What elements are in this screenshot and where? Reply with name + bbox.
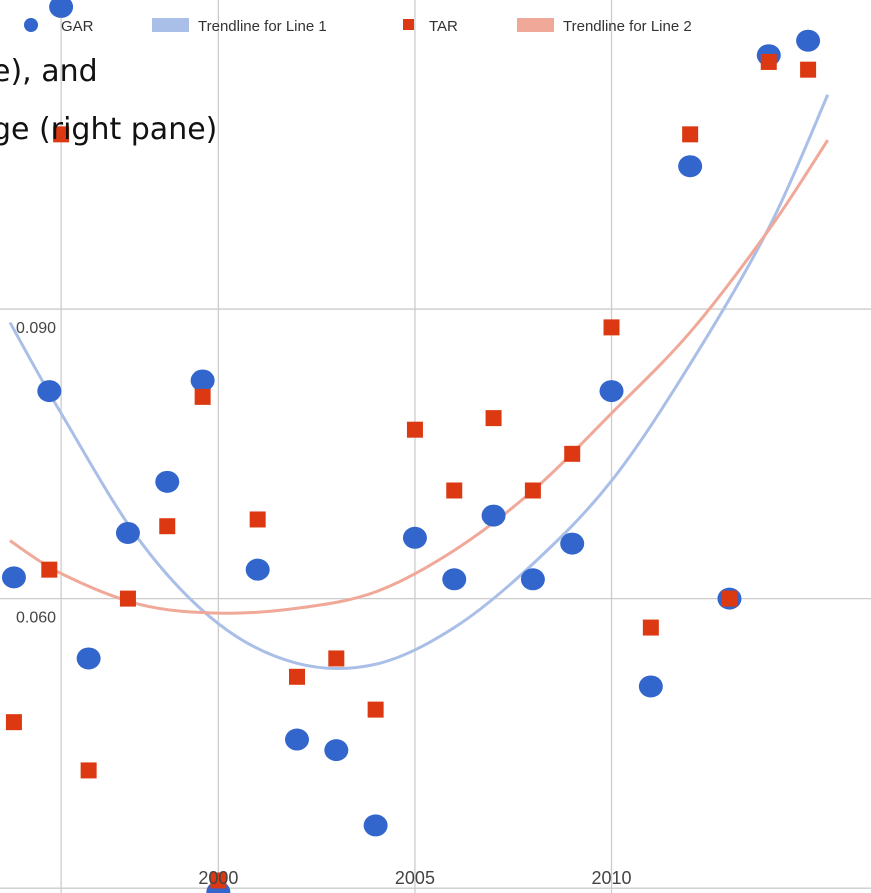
legend-trendline-swatch (517, 18, 554, 32)
tar-point (564, 445, 581, 462)
gar-point (115, 521, 140, 544)
tar-point (80, 762, 97, 779)
legend-trendline-swatch (152, 18, 189, 32)
gar-point (638, 675, 663, 698)
legend-tar-swatch (403, 19, 414, 30)
tar-point (249, 511, 266, 528)
gar-point (520, 568, 545, 591)
gar-point (402, 526, 427, 549)
gar-point (245, 558, 270, 581)
legend-item: Trendline for Line 1 (152, 18, 327, 35)
tar-point (194, 388, 211, 405)
tar-point (603, 319, 620, 336)
tar-point (524, 482, 541, 499)
tar-point (159, 518, 176, 535)
overlay-caption-line-1: e), and (0, 54, 98, 89)
tar-point (328, 650, 345, 667)
legend-item: GAR (24, 18, 94, 35)
legend-item: Trendline for Line 2 (517, 18, 692, 35)
tar-point (721, 590, 738, 607)
gar-point (324, 739, 349, 762)
gar-point (796, 29, 821, 52)
overlay-caption-line-2: ge (right pane) (0, 112, 218, 147)
gar-point (190, 369, 215, 392)
gar-point (560, 532, 585, 555)
tar-point (682, 126, 699, 143)
gar-point (49, 0, 74, 18)
legend-label: Trendline for Line 1 (198, 18, 327, 35)
tar-point (406, 421, 423, 438)
tar-point (446, 482, 463, 499)
trendline (8, 94, 830, 671)
legend-label: GAR (61, 18, 94, 35)
gar-point (155, 470, 180, 493)
tar-point (642, 619, 659, 636)
legend-item: TAR (403, 18, 458, 35)
gar-point (76, 647, 101, 670)
y-tick-label: 0.090 (16, 320, 56, 337)
y-tick-label: 0.060 (16, 610, 56, 627)
legend-label: Trendline for Line 2 (563, 18, 692, 35)
tar-point (367, 701, 384, 718)
gar-point (599, 380, 624, 403)
trendline (9, 139, 830, 615)
tar-point (5, 714, 22, 731)
x-tick-label: 2010 (591, 868, 631, 888)
tar-point (210, 872, 227, 889)
legend-gar-swatch (24, 18, 38, 32)
x-tick-label: 2005 (395, 868, 435, 888)
tar-point (760, 53, 777, 70)
gar-point (678, 155, 703, 178)
tar-point (41, 561, 58, 578)
tar-point (800, 61, 817, 78)
gar-point (481, 504, 506, 527)
tar-point (485, 410, 502, 427)
legend-label: TAR (429, 18, 458, 35)
x-tick-label: 2000 (198, 868, 238, 888)
gar-point (285, 728, 309, 751)
gar-point (442, 568, 467, 591)
gar-point (37, 380, 62, 403)
tar-point (289, 668, 305, 685)
tar-point (53, 126, 70, 143)
gar-point (1, 566, 26, 589)
tar-point (119, 590, 136, 607)
gar-point (363, 814, 388, 837)
